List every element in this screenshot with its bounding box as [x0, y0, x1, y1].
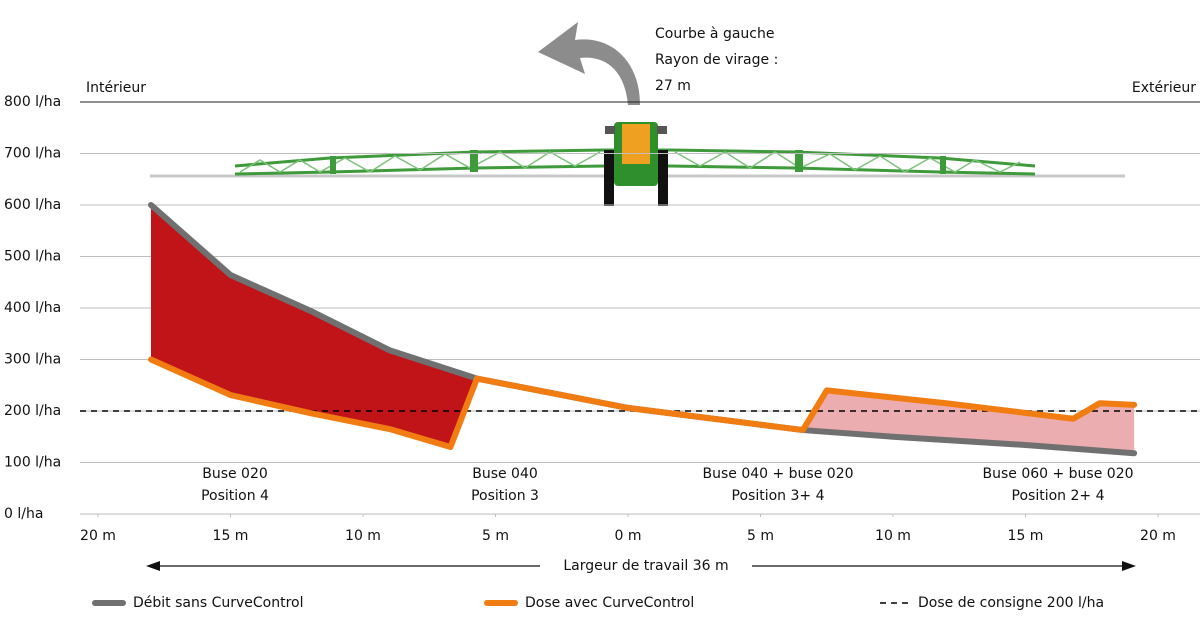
- x-tick-label: 5 m: [482, 528, 509, 544]
- difference-area: [802, 390, 1135, 454]
- arrow-head: [146, 561, 160, 571]
- x-tick-label: 10 m: [345, 528, 381, 544]
- turn-arrow: [538, 22, 640, 105]
- x-tick-label: 15 m: [1008, 528, 1044, 544]
- y-tick-label: 0 l/ha: [4, 506, 43, 522]
- y-tick-label: 600 l/ha: [4, 197, 61, 213]
- legend-label: Débit sans CurveControl: [133, 595, 304, 611]
- y-tick-label: 700 l/ha: [4, 146, 61, 162]
- title-line: Rayon de virage :: [655, 52, 778, 68]
- difference-area: [151, 205, 477, 448]
- sprayer-illustration: [150, 122, 1125, 206]
- legend-label: Dose avec CurveControl: [525, 595, 694, 611]
- x-tick-label: 15 m: [213, 528, 249, 544]
- nozzle-annotation: Buse 040 + buse 020: [702, 466, 853, 482]
- series-line: [148, 356, 1138, 451]
- x-tick-label: 20 m: [80, 528, 116, 544]
- nozzle-annotation: Buse 020: [202, 466, 268, 482]
- title-line: Courbe à gauche: [655, 26, 774, 42]
- x-tick-label: 10 m: [875, 528, 911, 544]
- x-tick-label: 5 m: [747, 528, 774, 544]
- y-tick-label: 800 l/ha: [4, 94, 61, 110]
- y-tick-label: 400 l/ha: [4, 300, 61, 316]
- x-axis-label: Largeur de travail 36 m: [563, 558, 728, 574]
- nozzle-annotation: Buse 060 + buse 020: [982, 466, 1133, 482]
- y-tick-label: 300 l/ha: [4, 352, 61, 368]
- nozzle-annotation: Position 3: [471, 488, 539, 504]
- y-tick-label: 100 l/ha: [4, 455, 61, 471]
- arrow-head: [1122, 561, 1136, 571]
- right-label: Extérieur: [1132, 80, 1196, 96]
- nozzle-annotation: Buse 040: [472, 466, 538, 482]
- title-line: 27 m: [655, 78, 691, 94]
- nozzle-annotation: Position 3+ 4: [732, 488, 825, 504]
- nozzle-annotation: Position 4: [201, 488, 269, 504]
- x-tick-label: 0 m: [615, 528, 642, 544]
- y-tick-label: 500 l/ha: [4, 249, 61, 265]
- left-label: Intérieur: [86, 80, 146, 96]
- y-tick-label: 200 l/ha: [4, 403, 61, 419]
- x-tick-label: 20 m: [1140, 528, 1176, 544]
- legend-label: Dose de consigne 200 l/ha: [918, 595, 1104, 611]
- nozzle-annotation: Position 2+ 4: [1012, 488, 1105, 504]
